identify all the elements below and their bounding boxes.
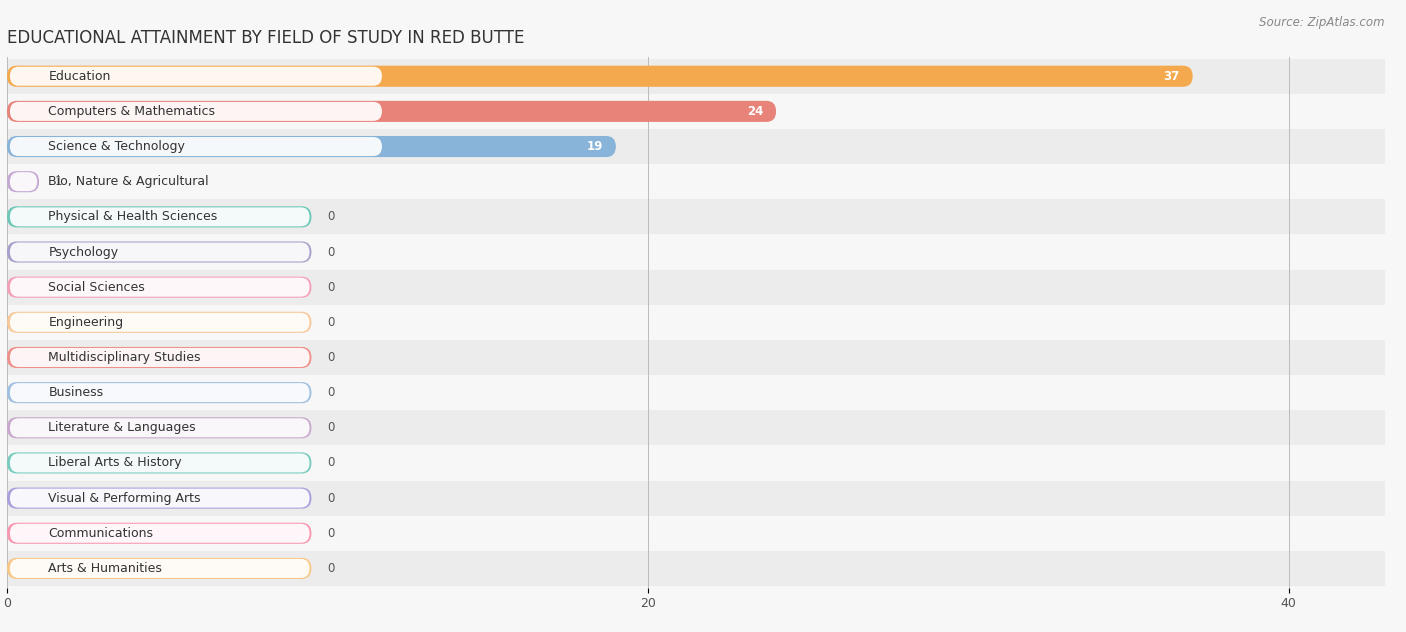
- FancyBboxPatch shape: [7, 171, 39, 192]
- FancyBboxPatch shape: [10, 172, 37, 191]
- FancyBboxPatch shape: [10, 67, 382, 86]
- Bar: [7, 59, 1385, 94]
- Bar: [7, 446, 1385, 480]
- Text: 0: 0: [328, 492, 335, 504]
- Text: Source: ZipAtlas.com: Source: ZipAtlas.com: [1260, 16, 1385, 29]
- FancyBboxPatch shape: [10, 313, 309, 332]
- Text: 0: 0: [328, 422, 335, 434]
- Text: EDUCATIONAL ATTAINMENT BY FIELD OF STUDY IN RED BUTTE: EDUCATIONAL ATTAINMENT BY FIELD OF STUDY…: [7, 29, 524, 47]
- FancyBboxPatch shape: [10, 243, 309, 262]
- FancyBboxPatch shape: [10, 524, 309, 543]
- FancyBboxPatch shape: [7, 558, 312, 579]
- Bar: [7, 410, 1385, 446]
- FancyBboxPatch shape: [7, 136, 616, 157]
- Text: Engineering: Engineering: [48, 316, 124, 329]
- FancyBboxPatch shape: [7, 382, 312, 403]
- FancyBboxPatch shape: [7, 101, 776, 122]
- Bar: [7, 270, 1385, 305]
- Text: Multidisciplinary Studies: Multidisciplinary Studies: [48, 351, 201, 364]
- FancyBboxPatch shape: [7, 523, 312, 544]
- Bar: [7, 551, 1385, 586]
- Bar: [7, 129, 1385, 164]
- FancyBboxPatch shape: [7, 277, 312, 298]
- Text: 1: 1: [55, 175, 63, 188]
- Text: Business: Business: [48, 386, 104, 399]
- Bar: [7, 199, 1385, 234]
- Text: 24: 24: [747, 105, 763, 118]
- FancyBboxPatch shape: [10, 489, 309, 507]
- FancyBboxPatch shape: [7, 453, 312, 473]
- Text: 0: 0: [328, 245, 335, 258]
- Text: 37: 37: [1164, 70, 1180, 83]
- FancyBboxPatch shape: [7, 66, 1192, 87]
- Text: Arts & Humanities: Arts & Humanities: [48, 562, 162, 575]
- Bar: [7, 480, 1385, 516]
- Text: Communications: Communications: [48, 526, 153, 540]
- Text: Visual & Performing Arts: Visual & Performing Arts: [48, 492, 201, 504]
- Text: 0: 0: [328, 210, 335, 223]
- Bar: [7, 234, 1385, 270]
- Bar: [7, 516, 1385, 551]
- FancyBboxPatch shape: [10, 348, 309, 367]
- FancyBboxPatch shape: [10, 207, 309, 226]
- Text: Social Sciences: Social Sciences: [48, 281, 145, 294]
- FancyBboxPatch shape: [10, 277, 309, 296]
- Bar: [7, 164, 1385, 199]
- Text: Literature & Languages: Literature & Languages: [48, 422, 195, 434]
- Text: 0: 0: [328, 316, 335, 329]
- Text: 0: 0: [328, 386, 335, 399]
- Bar: [7, 375, 1385, 410]
- FancyBboxPatch shape: [7, 312, 312, 333]
- FancyBboxPatch shape: [7, 417, 312, 439]
- FancyBboxPatch shape: [10, 102, 382, 121]
- Text: Science & Technology: Science & Technology: [48, 140, 186, 153]
- Text: 19: 19: [586, 140, 603, 153]
- Text: 0: 0: [328, 456, 335, 470]
- Text: Liberal Arts & History: Liberal Arts & History: [48, 456, 181, 470]
- FancyBboxPatch shape: [10, 383, 309, 402]
- Bar: [7, 305, 1385, 340]
- Text: Bio, Nature & Agricultural: Bio, Nature & Agricultural: [48, 175, 209, 188]
- Text: 0: 0: [328, 526, 335, 540]
- FancyBboxPatch shape: [10, 418, 309, 437]
- FancyBboxPatch shape: [7, 241, 312, 262]
- Text: Physical & Health Sciences: Physical & Health Sciences: [48, 210, 218, 223]
- Text: 0: 0: [328, 281, 335, 294]
- Text: Psychology: Psychology: [48, 245, 118, 258]
- Text: 0: 0: [328, 351, 335, 364]
- Text: 0: 0: [328, 562, 335, 575]
- FancyBboxPatch shape: [10, 453, 309, 473]
- FancyBboxPatch shape: [10, 137, 382, 156]
- Bar: [7, 340, 1385, 375]
- FancyBboxPatch shape: [7, 206, 312, 228]
- Text: Computers & Mathematics: Computers & Mathematics: [48, 105, 215, 118]
- FancyBboxPatch shape: [7, 487, 312, 509]
- FancyBboxPatch shape: [7, 347, 312, 368]
- FancyBboxPatch shape: [10, 559, 309, 578]
- Text: Education: Education: [48, 70, 111, 83]
- Bar: [7, 94, 1385, 129]
